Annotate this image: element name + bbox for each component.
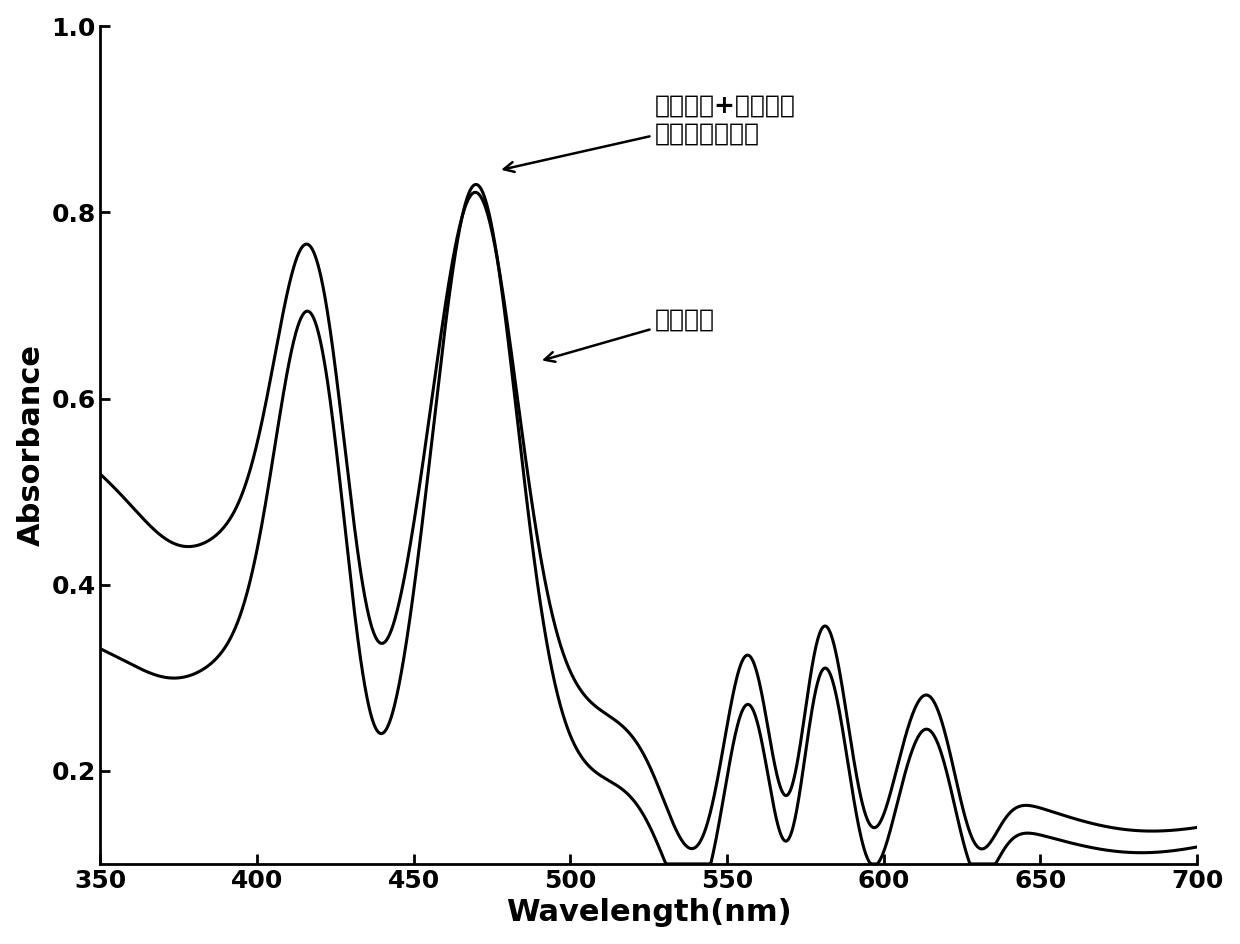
Y-axis label: Absorbance: Absorbance xyxy=(16,344,46,546)
Text: 纳米卜啊: 纳米卜啊 xyxy=(544,308,715,362)
X-axis label: Wavelength(nm): Wavelength(nm) xyxy=(506,899,791,927)
Text: 纳米卜啊+邻苯二甲
酸二乙基己基酯: 纳米卜啊+邻苯二甲 酸二乙基己基酯 xyxy=(503,93,796,172)
